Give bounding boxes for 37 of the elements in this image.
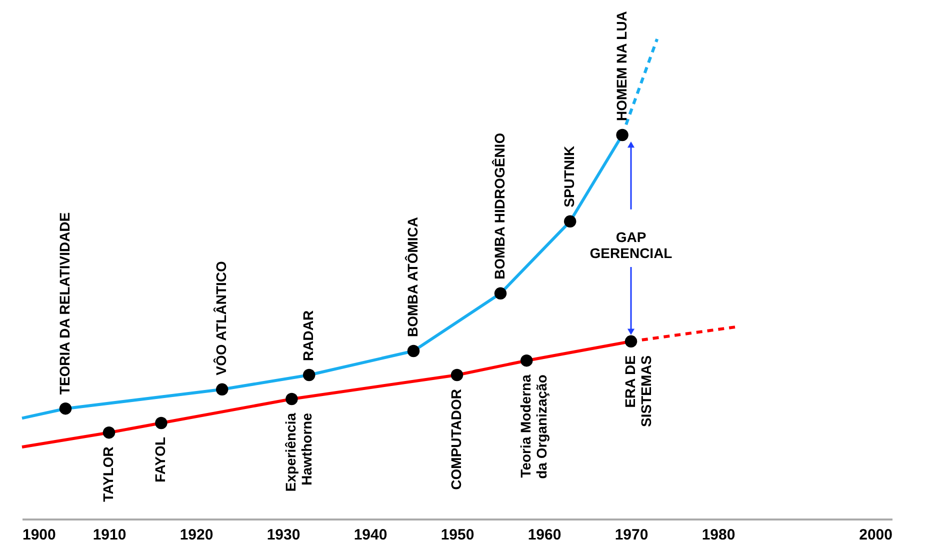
- point: [302, 368, 316, 382]
- annotation: COMPUTADOR: [448, 389, 464, 490]
- point: [450, 368, 464, 382]
- x-tick-label: 1950: [440, 526, 474, 544]
- point: [494, 287, 507, 300]
- point: [102, 426, 116, 439]
- annotation: TAYLOR: [100, 446, 116, 502]
- annotation: ERA DE SISTEMAS: [622, 355, 654, 427]
- point: [59, 402, 72, 415]
- annotation: TEORIA DA RELATIVIDADE: [56, 212, 72, 395]
- annotation: RADAR: [300, 310, 316, 361]
- annotation: BOMBA ATÔMICA: [404, 216, 420, 337]
- x-tick-label: 1900: [22, 526, 56, 544]
- point: [616, 128, 628, 142]
- x-tick-label: 1960: [528, 526, 562, 544]
- annotation: Experiência Hawthorne: [282, 412, 315, 492]
- annotation: FAYOL: [152, 436, 168, 482]
- annotation: SPUTNIK: [561, 146, 578, 208]
- annotation: Teoria Moderna da Organização: [518, 374, 550, 479]
- x-tick-label: 1940: [354, 526, 388, 544]
- point: [407, 344, 420, 358]
- annotation: GAP GERENCIAL: [590, 229, 673, 262]
- point: [520, 354, 533, 367]
- point: [564, 215, 576, 228]
- x-tick-label: 1980: [702, 526, 736, 544]
- point: [155, 416, 168, 430]
- annotation: BOMBA HIDROGÊNIO: [492, 132, 508, 280]
- point: [216, 383, 228, 396]
- annotation: HOMEM NA LUA: [613, 11, 630, 121]
- x-tick-label: 1970: [614, 526, 648, 544]
- x-tick-label: 1910: [92, 526, 126, 544]
- x-tick-label: 2000: [859, 526, 892, 544]
- x-tick-label: 1920: [180, 526, 214, 544]
- annotation: VÔO ATLÂNTICO: [213, 260, 230, 376]
- x-tick-label: 1930: [266, 526, 300, 544]
- point: [624, 335, 638, 348]
- point: [286, 392, 298, 406]
